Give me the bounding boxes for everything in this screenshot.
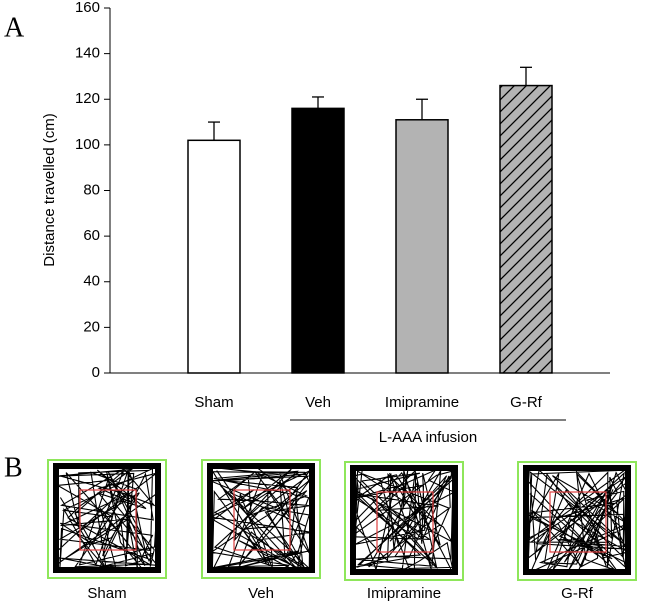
- x-tick-label: Imipramine: [385, 394, 459, 411]
- bar: [395, 119, 449, 374]
- track: [55, 467, 159, 571]
- center-zone: [376, 491, 434, 553]
- image-label: Veh: [248, 585, 274, 602]
- center-zone: [549, 491, 607, 553]
- track: [352, 468, 456, 572]
- y-tick-label: 60: [83, 227, 100, 244]
- track-image: [201, 459, 321, 579]
- center-zone: [79, 489, 137, 551]
- bar: [291, 107, 345, 374]
- x-tick-label: G-Rf: [510, 394, 542, 411]
- track: [208, 467, 311, 571]
- x-tick-label: Veh: [305, 394, 331, 411]
- arena-wall: [523, 465, 631, 575]
- y-tick-label: 80: [83, 181, 100, 198]
- panel-label: B: [4, 452, 23, 483]
- y-tick-label: 0: [92, 364, 100, 381]
- y-tick-label: 20: [83, 318, 100, 335]
- y-tick-label: 100: [75, 136, 100, 153]
- track: [524, 469, 630, 574]
- track-image: [47, 459, 167, 579]
- track-image: [344, 461, 464, 581]
- bar: [187, 139, 241, 374]
- x-tick-label: Sham: [194, 394, 233, 411]
- center-zone: [233, 489, 291, 551]
- y-tick-label: 40: [83, 273, 100, 290]
- y-axis-label: Distance travelled (cm): [41, 113, 58, 266]
- image-label: Sham: [87, 585, 126, 602]
- image-label: G-Rf: [561, 585, 593, 602]
- y-tick-label: 160: [75, 0, 100, 16]
- arena-wall: [53, 463, 161, 573]
- arena-wall: [207, 463, 315, 573]
- panel-label: A: [4, 12, 25, 43]
- track-image: [517, 461, 637, 581]
- y-tick-label: 120: [75, 90, 100, 107]
- group-label: L-AAA infusion: [379, 429, 477, 446]
- arena-wall: [350, 465, 458, 575]
- y-tick-label: 140: [75, 45, 100, 62]
- image-label: Imipramine: [367, 585, 441, 602]
- bar: [499, 84, 553, 374]
